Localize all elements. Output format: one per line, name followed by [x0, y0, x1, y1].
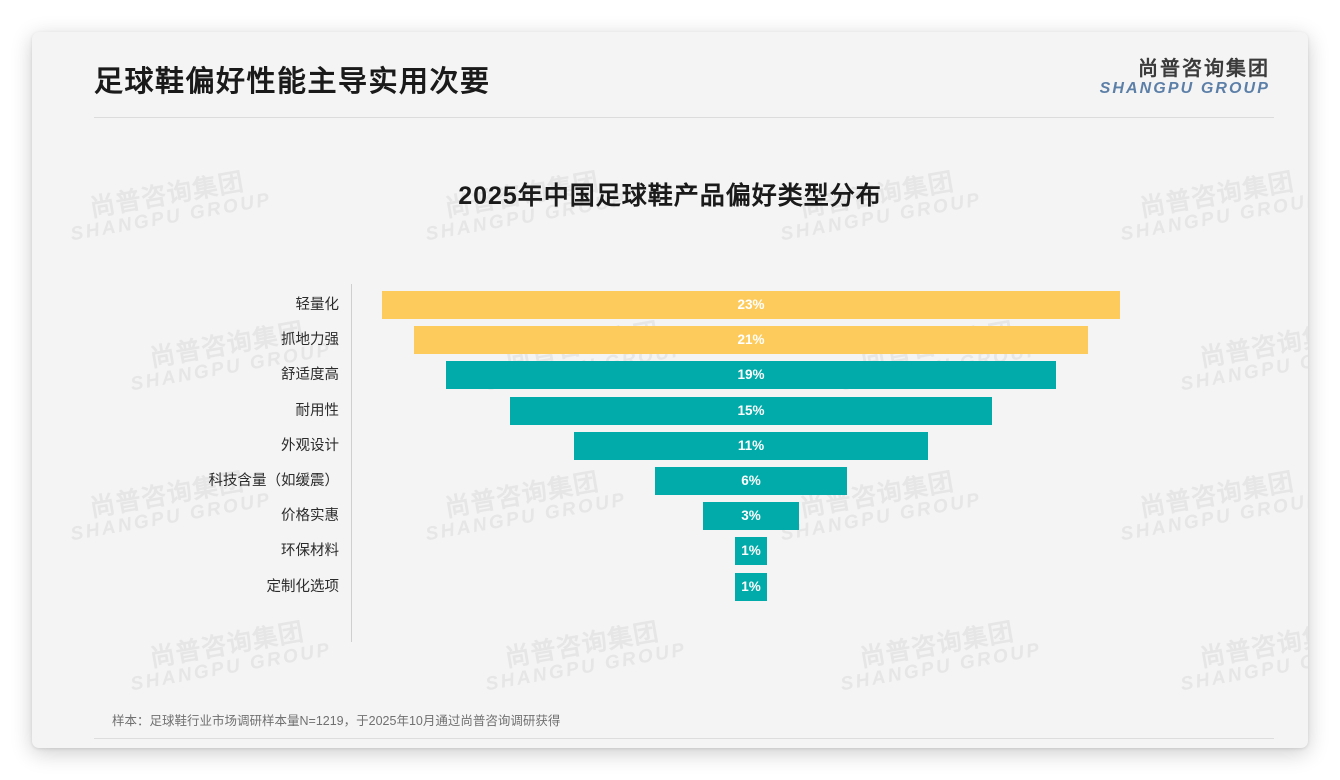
chart-bar-value: 3%	[741, 508, 761, 524]
chart-bar-value: 1%	[741, 578, 761, 594]
chart-category-label: 外观设计	[281, 437, 339, 454]
chart-bar-row: 外观设计 11%	[182, 431, 1182, 460]
source-note: 样本：足球鞋行业市场调研样本量N=1219，于2025年10月通过尚普咨询调研获…	[112, 714, 561, 728]
chart-bar-row: 抓地力强 21%	[182, 326, 1182, 355]
category-axis-line	[351, 284, 352, 642]
chart-bar[interactable]	[734, 537, 768, 566]
chart-category-label: 抓地力强	[281, 332, 339, 349]
chart-bar-value: 23%	[737, 297, 765, 312]
chart-bar-row: 轻量化 23%	[182, 291, 1182, 319]
chart-category-label: 价格实惠	[281, 508, 339, 525]
chart-bar-value: 6%	[741, 473, 761, 488]
chart-category-label: 环保材料	[281, 543, 339, 560]
chart-bar-value: 21%	[737, 332, 765, 348]
slide-header: 足球鞋偏好性能主导实用次要 尚普咨询集团 SHANGPU GROUP	[32, 32, 1308, 118]
chart-bar[interactable]	[510, 396, 992, 425]
brand-logo-cn: 尚普咨询集团	[1138, 58, 1270, 80]
chart-title: 2025年中国足球鞋产品偏好类型分布	[458, 182, 882, 210]
slide-card: 尚普咨询集团 SHANGPU GROUP 尚普咨询集团 SHANGPU GROUP 尚普…	[32, 32, 1308, 748]
chart-bar-value: 1%	[741, 543, 761, 559]
chart-container: 2025年中国足球鞋产品偏好类型分布 轻量化 23% 抓地力强 21% 舒适度高 19% 耐…	[32, 118, 1308, 678]
chart-bar[interactable]	[654, 467, 848, 495]
chart-bar-row: 科技含量（如缓震） 6%	[182, 467, 1182, 495]
chart-category-label: 定制化选项	[266, 578, 340, 595]
chart-bar-value: 19%	[737, 367, 765, 383]
chart-bar-row: 环保材料 1%	[182, 537, 1182, 566]
chart-plot-area: 轻量化 23% 抓地力强 21% 舒适度高 19% 耐用性 15% 外观设计 11% 科技含量（如缓…	[182, 284, 1182, 642]
chart-bar[interactable]	[734, 572, 768, 601]
header-divider	[94, 117, 1274, 118]
chart-category-label: 轻量化	[295, 297, 340, 313]
chart-bar[interactable]	[702, 502, 800, 531]
chart-bar[interactable]	[381, 291, 1121, 319]
chart-category-label: 舒适度高	[281, 367, 339, 384]
footer-divider	[94, 738, 1274, 739]
brand-logo-en: SHANGPU GROUP	[1099, 80, 1270, 98]
slide-footer: ©2025.12 SHANGPU GROUP www.shangpu-china…	[32, 738, 1308, 748]
chart-bar-row: 耐用性 15%	[182, 396, 1182, 425]
chart-bar-value: 11%	[737, 437, 765, 453]
chart-category-label: 科技含量（如缓震）	[208, 473, 340, 489]
chart-bar-row: 舒适度高 19%	[182, 361, 1182, 390]
brand-logo: 尚普咨询集团 SHANGPU GROUP	[1100, 58, 1270, 98]
chart-bar-row: 定制化选项 1%	[182, 572, 1182, 601]
chart-bar[interactable]	[413, 326, 1089, 355]
page-title: 足球鞋偏好性能主导实用次要	[94, 66, 491, 98]
chart-bar[interactable]	[574, 431, 928, 460]
chart-bar-value: 15%	[737, 402, 765, 418]
chart-bar-row: 价格实惠 3%	[182, 502, 1182, 531]
chart-category-label: 耐用性	[295, 402, 340, 419]
chart-bar[interactable]	[446, 361, 1056, 390]
